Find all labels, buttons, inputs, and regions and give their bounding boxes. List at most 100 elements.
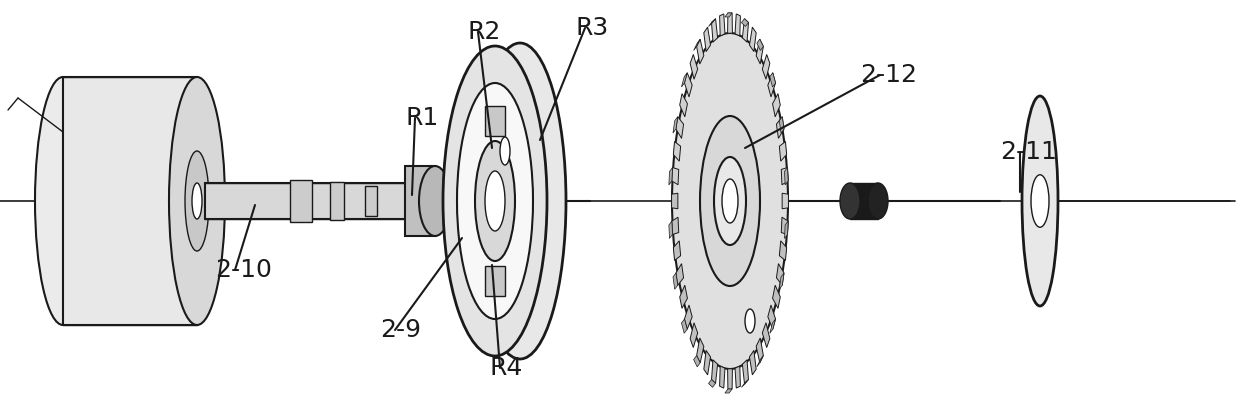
Ellipse shape [185, 151, 210, 251]
Polygon shape [682, 319, 687, 333]
Polygon shape [749, 351, 756, 375]
Polygon shape [684, 73, 692, 97]
Bar [485, 106, 505, 136]
Polygon shape [756, 355, 764, 367]
Polygon shape [742, 380, 749, 387]
Polygon shape [780, 241, 786, 260]
Polygon shape [728, 369, 733, 389]
Polygon shape [749, 27, 756, 52]
Polygon shape [673, 141, 681, 161]
Polygon shape [776, 117, 784, 138]
Polygon shape [770, 73, 775, 87]
Polygon shape [725, 389, 732, 393]
Polygon shape [673, 117, 678, 133]
Bar [330, 182, 343, 220]
Polygon shape [708, 380, 715, 387]
Polygon shape [719, 14, 725, 36]
Ellipse shape [672, 33, 787, 369]
Text: 2-11: 2-11 [999, 140, 1056, 164]
Polygon shape [697, 39, 704, 64]
Bar [290, 180, 312, 222]
Polygon shape [770, 319, 775, 333]
Ellipse shape [868, 183, 888, 219]
Polygon shape [781, 217, 789, 235]
Text: 2-12: 2-12 [861, 63, 918, 87]
Polygon shape [742, 19, 749, 27]
Bar [849, 183, 878, 219]
Polygon shape [712, 360, 718, 383]
Polygon shape [672, 168, 678, 185]
Ellipse shape [458, 83, 533, 319]
Text: 2-9: 2-9 [379, 318, 422, 342]
Ellipse shape [1022, 96, 1058, 306]
Polygon shape [725, 13, 732, 17]
Ellipse shape [1030, 175, 1049, 227]
Polygon shape [756, 39, 764, 64]
Polygon shape [781, 168, 789, 185]
Polygon shape [693, 39, 701, 50]
Polygon shape [691, 54, 698, 79]
Polygon shape [756, 338, 764, 363]
Ellipse shape [701, 116, 760, 286]
Polygon shape [712, 19, 718, 42]
Text: R4: R4 [490, 356, 523, 380]
Polygon shape [780, 141, 786, 161]
Text: R1: R1 [405, 106, 438, 130]
Ellipse shape [722, 179, 738, 223]
Polygon shape [672, 193, 678, 209]
Polygon shape [691, 323, 698, 347]
Polygon shape [672, 217, 678, 235]
Bar [485, 266, 505, 296]
Polygon shape [697, 338, 704, 363]
Polygon shape [680, 285, 687, 308]
Ellipse shape [474, 43, 565, 359]
Polygon shape [668, 221, 672, 239]
Polygon shape [676, 264, 683, 285]
Ellipse shape [169, 77, 224, 325]
Ellipse shape [35, 77, 91, 325]
Polygon shape [782, 193, 789, 209]
Ellipse shape [443, 46, 547, 356]
Ellipse shape [500, 137, 510, 165]
Polygon shape [768, 73, 775, 97]
Polygon shape [756, 39, 764, 50]
Bar [63, 77, 197, 325]
Polygon shape [682, 73, 687, 87]
Polygon shape [684, 305, 692, 329]
Bar [405, 166, 435, 236]
Polygon shape [763, 323, 770, 347]
Polygon shape [743, 19, 749, 42]
Ellipse shape [839, 183, 861, 219]
Bar [365, 186, 377, 216]
Text: R3: R3 [575, 16, 609, 40]
Polygon shape [743, 360, 749, 383]
Text: 2-10: 2-10 [215, 258, 272, 282]
Polygon shape [708, 19, 715, 27]
Polygon shape [693, 355, 701, 367]
Polygon shape [785, 168, 789, 185]
Ellipse shape [714, 157, 746, 245]
Ellipse shape [192, 183, 202, 219]
Polygon shape [773, 285, 780, 308]
Polygon shape [673, 273, 678, 289]
Text: R2: R2 [467, 20, 501, 44]
Polygon shape [768, 305, 775, 329]
Polygon shape [773, 93, 780, 117]
Polygon shape [779, 117, 784, 133]
Polygon shape [680, 93, 687, 117]
Ellipse shape [475, 141, 515, 261]
Polygon shape [779, 273, 784, 289]
Polygon shape [763, 54, 770, 79]
Polygon shape [668, 168, 672, 185]
Polygon shape [704, 351, 711, 375]
Polygon shape [776, 264, 784, 285]
Polygon shape [735, 14, 740, 36]
Ellipse shape [419, 166, 451, 236]
Ellipse shape [745, 309, 755, 333]
Polygon shape [785, 221, 789, 239]
Polygon shape [673, 241, 681, 260]
Ellipse shape [485, 171, 505, 231]
Polygon shape [676, 117, 683, 138]
Bar [197, 192, 205, 210]
Polygon shape [728, 13, 733, 33]
